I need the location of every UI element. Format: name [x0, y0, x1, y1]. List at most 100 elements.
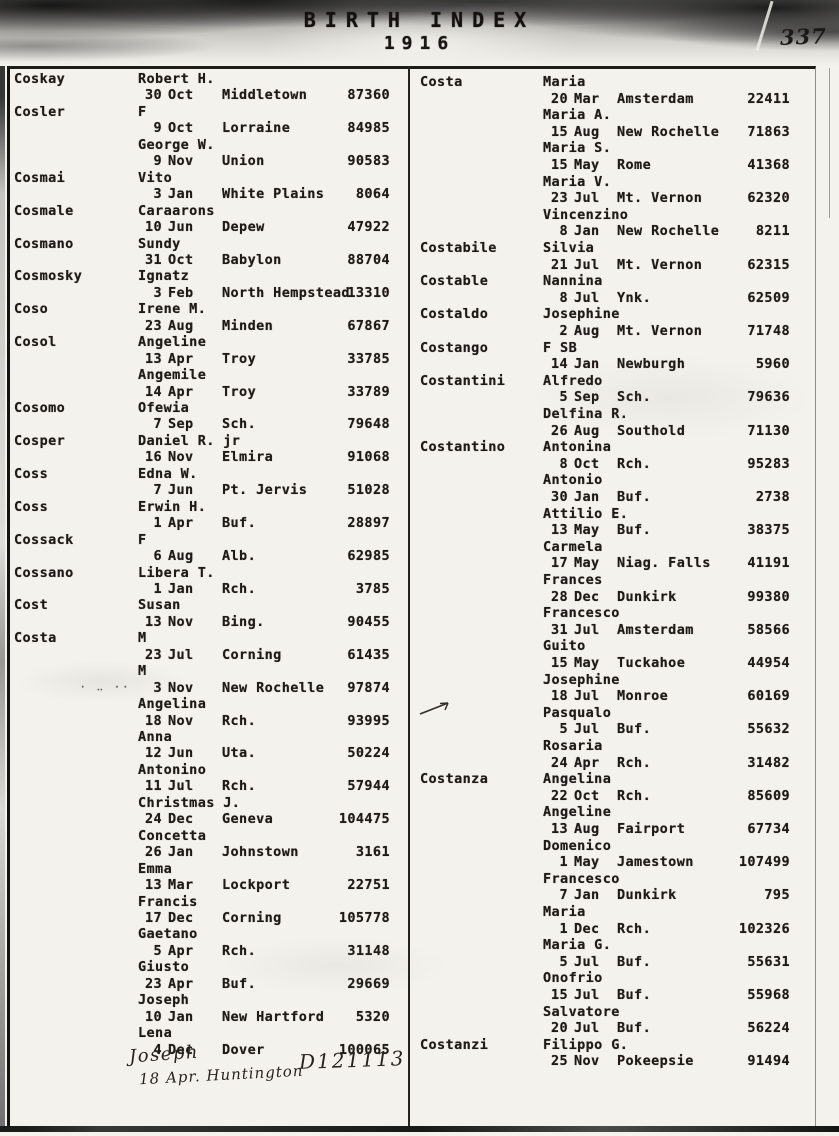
index-entry-record-row: 1 Jan Rch. 3785	[8, 581, 408, 597]
index-entry-record-row: 20 Mar Amsterdam 22411	[410, 91, 816, 107]
given-name: Maria G.	[543, 937, 612, 954]
index-entry-name-row: Domenico	[410, 838, 816, 854]
index-entry-record-row: 17 May Niag. Falls 41191	[410, 555, 816, 571]
birth-place: Minden	[222, 317, 274, 334]
birth-place: Uta.	[222, 745, 257, 762]
given-name: Onofrio	[543, 970, 603, 987]
birth-place: Ynk.	[617, 289, 652, 306]
index-entry-record-row: 15 Aug New Rochelle 71863	[410, 124, 816, 140]
birth-place: New Hartford	[222, 1008, 325, 1025]
given-name: Filippo G.	[543, 1036, 629, 1053]
given-name: Gaetano	[138, 926, 198, 943]
birth-place: North Hempstead	[222, 284, 350, 301]
surname: Coso	[14, 301, 49, 318]
index-entry-name-row: Cosmano Sundy	[8, 236, 408, 252]
given-name: Concetta	[138, 827, 207, 844]
birth-day: 8	[559, 223, 568, 240]
given-name: Sundy	[138, 235, 181, 252]
index-entry-name-row: Francesco	[410, 871, 816, 887]
given-name: Carmela	[543, 538, 603, 555]
birth-day: 13	[144, 877, 162, 894]
birth-day: 9	[153, 153, 162, 170]
birth-day: 15	[550, 987, 568, 1003]
surname: Cosomo	[14, 400, 66, 416]
birth-month: Jun	[168, 482, 194, 499]
surname: Costa	[14, 630, 57, 647]
certificate-number: 29669	[347, 975, 390, 992]
index-entry-record-row: 13 Mar Lockport 22751	[8, 877, 408, 893]
index-entry-name-row: Rosaria	[410, 738, 816, 754]
birth-month: Aug	[574, 821, 600, 837]
surname: Cosmai	[14, 169, 66, 186]
birth-place: Rome	[617, 157, 652, 173]
certificate-number: 95283	[747, 455, 790, 472]
certificate-number: 41368	[747, 157, 790, 173]
index-entry-record-row: 11 Jul Rch. 57944	[8, 778, 408, 794]
birth-month: Nov	[168, 449, 194, 466]
birth-day: 13	[550, 821, 568, 837]
birth-place: Alb.	[222, 548, 257, 565]
given-name: Angeline	[138, 334, 207, 351]
given-name: Vincenzino	[543, 206, 629, 223]
birth-month: Jul	[574, 688, 600, 705]
index-entry-record-row: 4 Dec Dover 100065	[8, 1042, 408, 1058]
birth-month: Mar	[168, 877, 194, 894]
given-name: Domenico	[543, 837, 612, 854]
certificate-number: 5960	[755, 356, 790, 373]
index-entry-name-row: Coso Irene M.	[8, 301, 408, 317]
index-entry-record-row: 24 Apr Rch. 31482	[410, 755, 816, 771]
birth-month: Nov	[168, 613, 194, 630]
birth-place: Rch.	[222, 712, 257, 729]
certificate-number: 2738	[755, 489, 790, 505]
birth-place: Pokeepsie	[617, 1053, 694, 1070]
index-entry-name-row: Salvatore	[410, 1004, 816, 1020]
surname: Cosmano	[14, 235, 74, 252]
index-entry-name-row: Cosomo Ofewia	[8, 400, 408, 416]
given-name: Alfredo	[543, 372, 603, 389]
birth-day: 7	[153, 416, 162, 433]
birth-day: 25	[550, 1053, 568, 1070]
surname: Cosper	[14, 432, 66, 449]
certificate-number: 104475	[338, 811, 390, 828]
birth-place: Geneva	[222, 811, 274, 828]
index-entry-name-row: Onofrio	[410, 970, 816, 986]
index-entry-name-row: Carmela	[410, 539, 816, 555]
index-entry-name-row: Costantino Antonina	[410, 439, 816, 455]
birth-place: Middletown	[222, 87, 308, 104]
given-name: Angemile	[138, 367, 207, 384]
birth-month: Dec	[574, 588, 600, 605]
index-entry-name-row: Francesco	[410, 605, 816, 621]
index-entry-name-row: Angeline	[410, 804, 816, 820]
certificate-number: 62985	[347, 548, 390, 565]
index-entry-record-row: 2 Aug Mt. Vernon 71748	[410, 323, 816, 339]
birth-place: Troy	[222, 383, 257, 400]
certificate-number: 31148	[347, 942, 390, 959]
surname: Costango	[420, 339, 489, 356]
birth-place: Dunkirk	[617, 887, 677, 904]
birth-day: 5	[559, 721, 568, 738]
certificate-number: 3785	[355, 580, 390, 597]
index-entry-record-row: 24 Dec Geneva 104475	[8, 811, 408, 827]
index-entry-record-row: 5 Apr Rch. 31148	[8, 943, 408, 959]
left-edge-smudge	[0, 66, 5, 1128]
index-entry-name-row: Christmas J.	[8, 795, 408, 811]
index-entry-name-row: Costaldo Josephine	[410, 306, 816, 322]
birth-place: New Rochelle	[222, 679, 325, 696]
index-entry-record-row: 16 Nov Elmira 91068	[8, 449, 408, 465]
given-name: Irene M.	[138, 301, 207, 318]
birth-day: 21	[550, 256, 568, 273]
birth-place: Buf.	[617, 522, 652, 539]
certificate-number: 57944	[347, 778, 390, 795]
given-name: Francesco	[543, 870, 620, 887]
index-entry-record-row: 31 Oct Babylon 88704	[8, 252, 408, 268]
given-name: Ofewia	[138, 400, 190, 416]
certificate-number: 61435	[347, 646, 390, 663]
birth-place: Tuckahoe	[617, 655, 686, 671]
given-name: Maria S.	[543, 140, 612, 157]
birth-month: Jan	[168, 580, 194, 597]
index-entry-record-row: 15 Jul Buf. 55968	[410, 987, 816, 1003]
birth-month: Jul	[574, 721, 600, 738]
birth-month: Nov	[574, 1053, 600, 1070]
index-entry-name-row: Costantini Alfredo	[410, 373, 816, 389]
index-entry-record-row: 13 Nov Bing. 90455	[8, 614, 408, 630]
